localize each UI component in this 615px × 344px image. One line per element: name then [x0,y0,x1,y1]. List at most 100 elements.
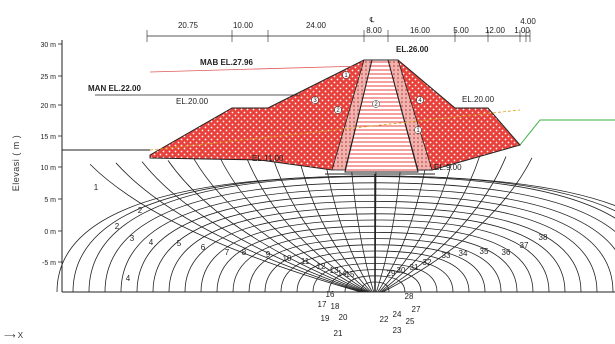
flow-line-label: 17 [318,300,327,309]
level-annotations: EL.26.00 MAB EL.27.96 MAN EL.22.00 [88,45,429,93]
flow-line-label: 21 [334,329,343,338]
dimension-label: 10.00 [233,21,254,30]
equipotential-curve [380,155,481,293]
flow-line-label: 14 [338,269,347,278]
equipotential-curve [297,153,372,293]
flow-line-label: 15 [346,270,355,279]
y-tick-label: 5 m [44,197,56,204]
flow-line-label: 13 [330,266,339,275]
zone-label: 1 [344,73,348,79]
flow-line-label: 23 [393,326,402,335]
flow-line-label: 3 [130,234,135,243]
flow-line-label: 2 [115,222,120,231]
flow-line-label: 19 [321,314,330,323]
zone-marker [416,96,424,104]
dimension-label: 24.00 [306,21,327,30]
y-tick-label: 15 m [40,134,56,141]
flow-line-label: 35 [480,247,489,256]
equipotential-curve [167,160,365,293]
flow-line-label: 33 [442,251,451,260]
dimension-label: 1.00 [514,26,530,35]
equipotential-curve [245,156,369,293]
equipotential-curve [377,152,429,293]
y-tick-label: -5 m [42,260,56,267]
zone-labels: 1 2 3 4 1 2 [311,71,424,134]
downstream-berm-level: EL.20.00 [462,95,495,104]
y-axis-title: Elevasi ( m ) [11,134,21,192]
core-base-level: EL.9.00 [434,163,462,172]
dimension-label: 16.00 [410,26,431,35]
x-arrow-icon: ⟶ [4,331,16,340]
flow-line-label: 8 [242,248,247,257]
y-tick-label: 10 m [40,165,56,172]
upstream-berm-level: EL.20.00 [176,97,209,106]
y-tick-label: 20 m [40,103,56,110]
flow-line-label: 38 [539,233,548,242]
equipotential-curve [89,163,361,293]
zone-marker [342,71,350,79]
flow-line-label: 30 [397,266,406,275]
zone-marker [414,126,422,134]
equipotential-curve [323,152,373,293]
flow-line-label: 31 [410,263,419,272]
equipotential-curve [115,162,363,293]
clay-core [344,59,419,173]
flow-line-label: 1 [94,183,99,192]
flow-line-label: 27 [412,305,421,314]
dimension-label: 8.00 [366,26,382,35]
equipotential-curve [219,157,368,293]
flow-line-label: 34 [459,249,468,258]
equipotential-curve [141,161,364,293]
dimension-label: 12.00 [485,26,506,35]
x-axis-label: X [17,331,24,340]
flow-line-label: 32 [423,258,432,267]
equipotential-curve [382,157,533,293]
flow-line-label: 20 [339,313,348,322]
flow-line-label: 7 [225,248,230,257]
dimension-label: 20.75 [178,21,199,30]
zone-label: 1 [416,128,420,134]
zone-label: 2 [374,102,378,108]
crest-level: EL.26.00 [396,45,429,54]
flow-line-label: 6 [201,243,206,252]
flow-line-label: 4 [126,274,131,283]
x-axis-hint: ⟶ X [4,331,23,340]
flow-line-label: 2 [138,206,143,215]
zone-label: 3 [313,98,317,104]
flow-line-label: 12 [317,262,326,271]
water-levels [95,65,521,151]
flow-line-label: 4 [149,238,154,247]
equipotential-curve [381,156,507,293]
zone-marker [311,96,319,104]
dimension-chain: 20.75 10.00 24.00 8.00 16.00 5.00 12.00 4.001.0… [146,17,536,42]
dam-embankment [149,59,521,292]
y-tick-label: 0 m [44,229,56,236]
flow-line-label: 18 [331,302,340,311]
equipotential-curve [271,155,371,293]
upstream-base-level: EL.11.00 [252,154,284,163]
man-level: MAN EL.22.00 [88,84,141,93]
flow-line-label: 37 [520,241,529,250]
flow-line-label: 28 [405,292,414,301]
centerline-mark: ℄ [369,17,375,24]
flow-line-label: 5 [177,239,182,248]
y-tick-label: 25 m [40,74,56,81]
flow-line-label: 11 [301,257,310,266]
zone-marker [372,100,380,108]
y-axis: 30 m 25 m 20 m 15 m 10 m 5 m 0 m -5 m [40,40,63,292]
flow-line-label: 22 [380,315,389,324]
dimension-label: 4.00 [520,17,536,26]
zone-label: 2 [336,108,340,114]
ground-surface [62,119,615,293]
y-tick-label: 30 m [40,42,56,49]
dimension-label: 5.00 [453,26,469,35]
zone-label: 4 [418,98,422,104]
flow-line-label: 10 [283,254,292,263]
flow-line-label: 16 [326,290,335,299]
flow-line-label: 24 [393,310,402,319]
flow-line-label: 25 [406,317,415,326]
equipotential-curve [378,153,455,293]
flow-line-label: 36 [502,248,511,257]
